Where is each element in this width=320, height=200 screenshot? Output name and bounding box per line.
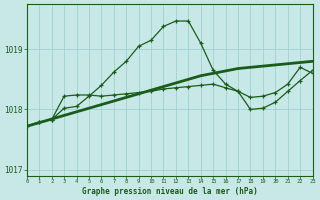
- X-axis label: Graphe pression niveau de la mer (hPa): Graphe pression niveau de la mer (hPa): [82, 187, 258, 196]
